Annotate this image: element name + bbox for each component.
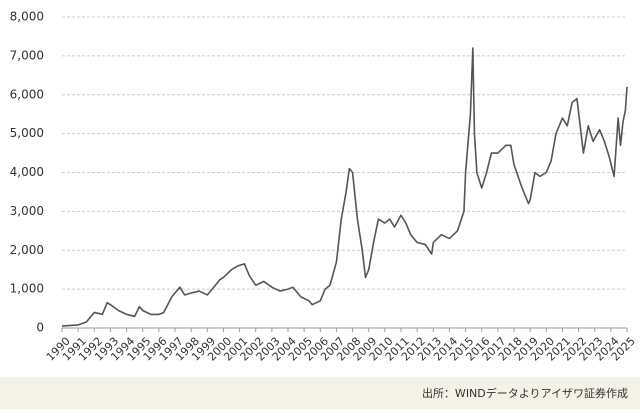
price-line	[61, 47, 628, 327]
y-tick-label: 1,000	[10, 282, 44, 296]
source-note: 出所：WINDデータよりアイザワ証券作成	[422, 386, 628, 400]
y-tick-label: 5,000	[10, 126, 44, 140]
y-tick-label: 3,000	[10, 204, 44, 218]
y-tick-label: 8,000	[10, 10, 44, 24]
y-tick-label: 4,000	[10, 165, 44, 179]
y-tick-label: 6,000	[10, 87, 44, 101]
footer-band	[0, 377, 640, 409]
y-tick-label: 7,000	[10, 48, 44, 62]
y-tick-label: 2,000	[10, 243, 44, 257]
y-tick-label: 0	[36, 321, 44, 335]
